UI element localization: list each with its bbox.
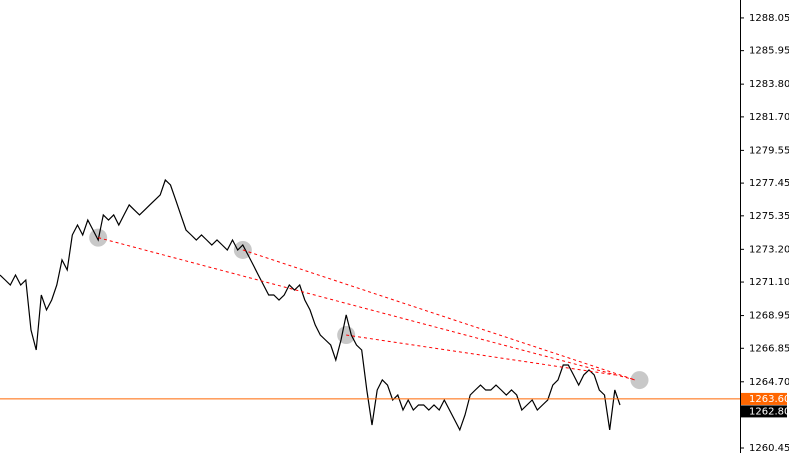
y-tick-label: 1281.70 — [749, 112, 789, 123]
trend-line — [98, 237, 636, 381]
trend-line — [242, 249, 636, 381]
y-tick-label: 1283.80 — [749, 79, 789, 90]
price-tag — [741, 405, 787, 418]
trend-line — [346, 334, 615, 376]
y-tick-label: 1271.10 — [749, 277, 789, 288]
y-tick-label: 1279.55 — [749, 145, 789, 156]
trend-anchor — [630, 371, 649, 390]
y-tick-label: 1277.45 — [749, 178, 789, 189]
y-tick-label: 1288.05 — [749, 13, 789, 24]
price-tag-label: 1263.60 — [749, 394, 789, 405]
y-tick-label: 1275.35 — [749, 211, 789, 222]
price-line — [0, 178, 621, 432]
y-tick-label: 1260.45 — [749, 443, 789, 453]
y-tick-label: 1266.85 — [749, 343, 789, 354]
y-tick-label: 1273.20 — [749, 244, 789, 255]
price-tag-label: 1262.80 — [749, 406, 789, 417]
y-tick-label: 1285.95 — [749, 46, 789, 57]
y-tick-label: 1268.95 — [749, 311, 789, 322]
price-tag — [741, 392, 787, 405]
y-tick-label: 1264.70 — [749, 377, 789, 388]
